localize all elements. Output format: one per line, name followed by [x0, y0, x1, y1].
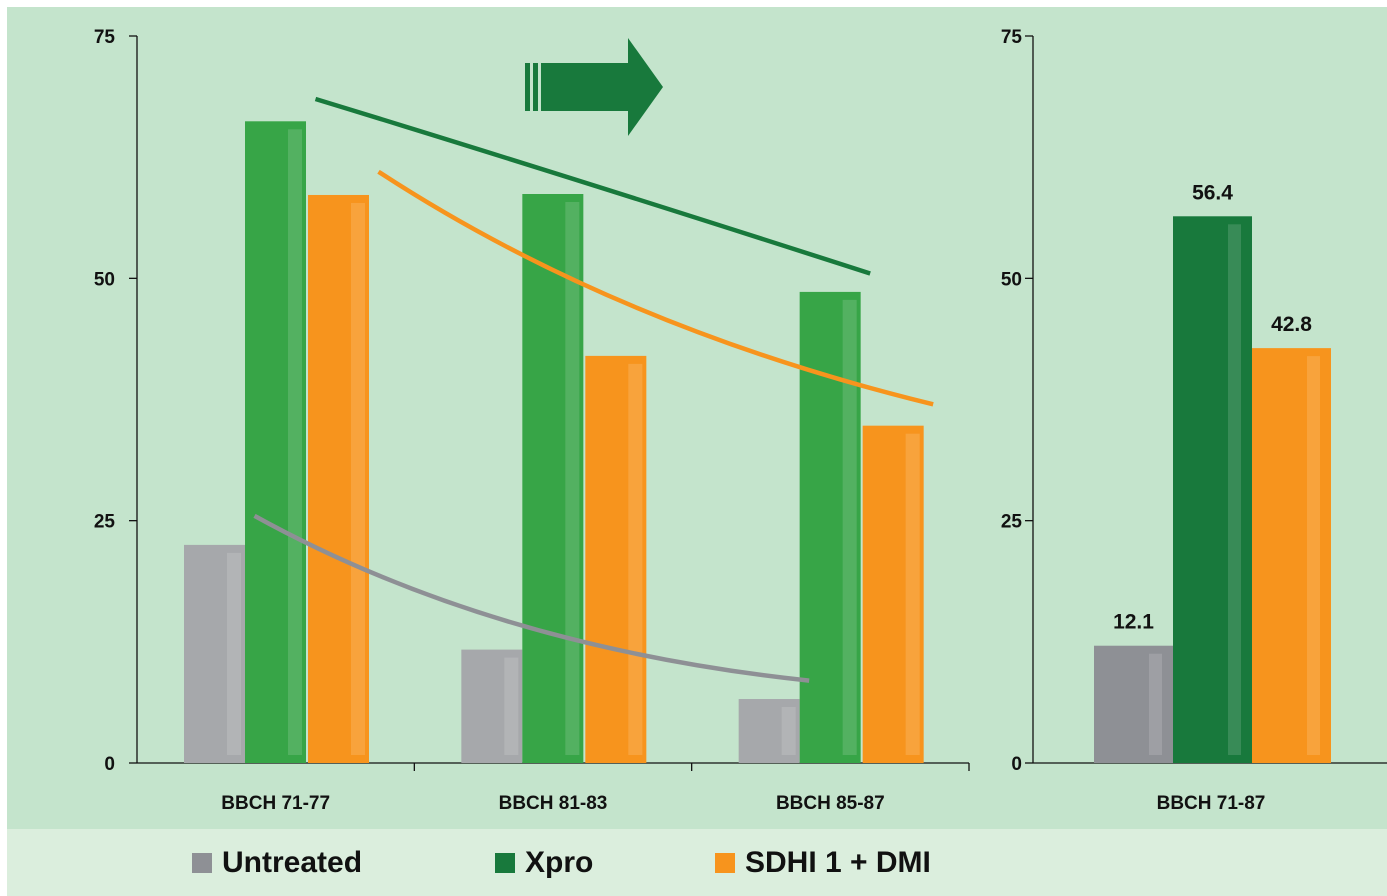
- legend-label-sdhi: SDHI 1 + DMI: [745, 845, 931, 879]
- bar-highlight: [905, 433, 920, 755]
- y-tick-label: 25: [1001, 512, 1023, 533]
- x-category-label: BBCH 71-87: [1157, 793, 1266, 814]
- bar-xpro-total: [1173, 216, 1252, 763]
- bar-untreated: [738, 699, 800, 763]
- bar-untreated: [184, 544, 245, 763]
- legend-label-untreated: Untreated: [222, 845, 363, 879]
- trend-line-xpro: [314, 96, 871, 276]
- x-category-label: BBCH 71-77: [221, 793, 330, 814]
- bar-highlight: [565, 202, 580, 755]
- data-label-xpro: 56.4: [1192, 181, 1233, 204]
- y-tick-label: 50: [94, 269, 115, 290]
- arrow-stripe: [525, 63, 530, 111]
- arrow-body: [541, 38, 663, 136]
- bar-highlight: [1307, 356, 1320, 755]
- y-tick-label: 25: [94, 512, 116, 533]
- bar-highlight: [1228, 224, 1241, 755]
- bar-highlight: [628, 363, 643, 755]
- bar-untreated: [461, 649, 523, 763]
- bar-highlight: [842, 299, 857, 755]
- bar-highlight: [1149, 653, 1162, 755]
- y-tick-label: 50: [1001, 269, 1022, 290]
- bar-untreated-total: [1094, 645, 1173, 763]
- progress-arrow-icon: [525, 38, 663, 136]
- legend-item-sdhi: SDHI 1 + DMI: [715, 829, 931, 896]
- y-tick-label: 75: [94, 27, 116, 48]
- legend-swatch-xpro: [495, 852, 515, 873]
- bar-highlight: [351, 202, 365, 755]
- bar-xpro: [522, 194, 584, 763]
- legend-label-xpro: Xpro: [525, 845, 594, 879]
- trend-line-sdhi: [377, 169, 934, 407]
- trend-line-untreated: [253, 513, 810, 683]
- legend-swatch-untreated: [192, 852, 212, 873]
- bar-highlight: [227, 552, 241, 755]
- chart-svg: 0 25 50 75 BBCH 71-77 BBCH 81-83 BBCH 85-87 0 25…: [94, 27, 1387, 814]
- bar-sdhi: [585, 355, 647, 763]
- bar-highlight: [288, 129, 302, 755]
- data-label-untreated: 12.1: [1113, 611, 1154, 634]
- y-tick-label: 75: [1001, 27, 1023, 48]
- y-tick-label: 0: [104, 754, 115, 775]
- bar-xpro: [245, 121, 306, 763]
- y-tick-label: 0: [1011, 754, 1022, 775]
- bar-highlight: [504, 657, 519, 755]
- legend-swatch-sdhi: [715, 852, 735, 873]
- x-category-label: BBCH 85-87: [776, 793, 885, 814]
- bar-sdhi: [862, 425, 924, 763]
- data-label-sdhi: 42.8: [1271, 313, 1312, 336]
- bar-highlight: [781, 707, 796, 755]
- arrow-stripe: [533, 63, 538, 111]
- bar-sdhi-total: [1252, 348, 1331, 763]
- legend-item-xpro: Xpro: [495, 829, 593, 896]
- bar-sdhi: [308, 194, 369, 763]
- legend-background: [7, 829, 1387, 896]
- legend-item-untreated: Untreated: [192, 829, 362, 896]
- x-category-label: BBCH 81-83: [499, 793, 608, 814]
